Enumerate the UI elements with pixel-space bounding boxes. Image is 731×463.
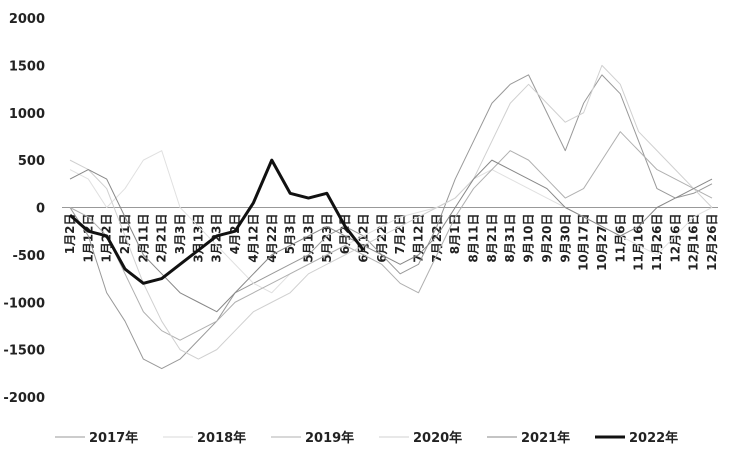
y-tick-label: -2000 xyxy=(3,391,45,406)
x-tick-label: 12月26日 xyxy=(705,214,719,271)
x-tick-label: 11月16日 xyxy=(632,214,646,271)
x-tick-label: 12月6日 xyxy=(668,214,682,263)
x-tick-label: 6月12日 xyxy=(356,214,370,263)
y-tick-label: 500 xyxy=(18,154,45,169)
y-tick-label: 1500 xyxy=(9,59,45,74)
x-tick-label: 12月16日 xyxy=(687,214,701,271)
x-tick-label: 3月13日 xyxy=(191,214,205,263)
series-line xyxy=(69,159,713,313)
x-tick-label: 2月11日 xyxy=(136,214,150,263)
x-tick-label: 6月22日 xyxy=(375,214,389,263)
y-tick-label: -1000 xyxy=(3,296,45,311)
legend-label: 2017年 xyxy=(89,430,138,446)
x-tick-label: 10月27日 xyxy=(595,214,609,271)
series-line xyxy=(69,64,713,360)
x-tick-label: 2月21日 xyxy=(155,214,169,263)
x-tick-label: 1月12日 xyxy=(81,214,95,263)
x-tick-label: 11月26日 xyxy=(650,214,664,271)
x-tick-label: 9月10日 xyxy=(522,214,536,263)
legend-label: 2020年 xyxy=(413,430,462,446)
x-tick-label: 8月1日 xyxy=(448,214,462,255)
x-tick-label: 5月23日 xyxy=(320,214,334,263)
series-line xyxy=(69,158,365,285)
legend-label: 2019年 xyxy=(305,430,354,446)
x-tick-label: 9月30日 xyxy=(558,214,572,263)
x-tick-label: 5月13日 xyxy=(301,214,315,263)
y-tick-label: 0 xyxy=(36,202,45,217)
x-tick-label: 7月2日 xyxy=(393,214,407,255)
legend-label: 2021年 xyxy=(521,430,570,446)
x-tick-label: 3月3日 xyxy=(173,214,187,255)
series-line xyxy=(69,131,713,341)
x-tick-label: 10月17日 xyxy=(577,214,591,271)
y-tick-label: 1000 xyxy=(9,107,45,122)
x-tick-label: 1月2日 xyxy=(63,214,77,255)
x-tick-label: 11月6日 xyxy=(613,214,627,263)
x-tick-label: 7月22日 xyxy=(430,214,444,263)
y-tick-label: -1500 xyxy=(3,344,45,359)
y-tick-label: -500 xyxy=(12,249,45,264)
series-line xyxy=(69,74,713,370)
x-tick-label: 8月21日 xyxy=(485,214,499,263)
x-tick-label: 4月12日 xyxy=(246,214,260,263)
x-tick-label: 8月11日 xyxy=(467,214,481,263)
x-tick-label: 8月31日 xyxy=(503,214,517,263)
x-tick-label: 4月22日 xyxy=(265,214,279,263)
x-tick-label: 7月12日 xyxy=(412,214,426,263)
x-tick-label: 3月23日 xyxy=(210,214,224,263)
y-tick-label: 2000 xyxy=(9,12,45,27)
x-tick-label: 9月20日 xyxy=(540,214,554,263)
legend-label: 2022年 xyxy=(629,430,678,446)
legend-label: 2018年 xyxy=(197,430,246,446)
